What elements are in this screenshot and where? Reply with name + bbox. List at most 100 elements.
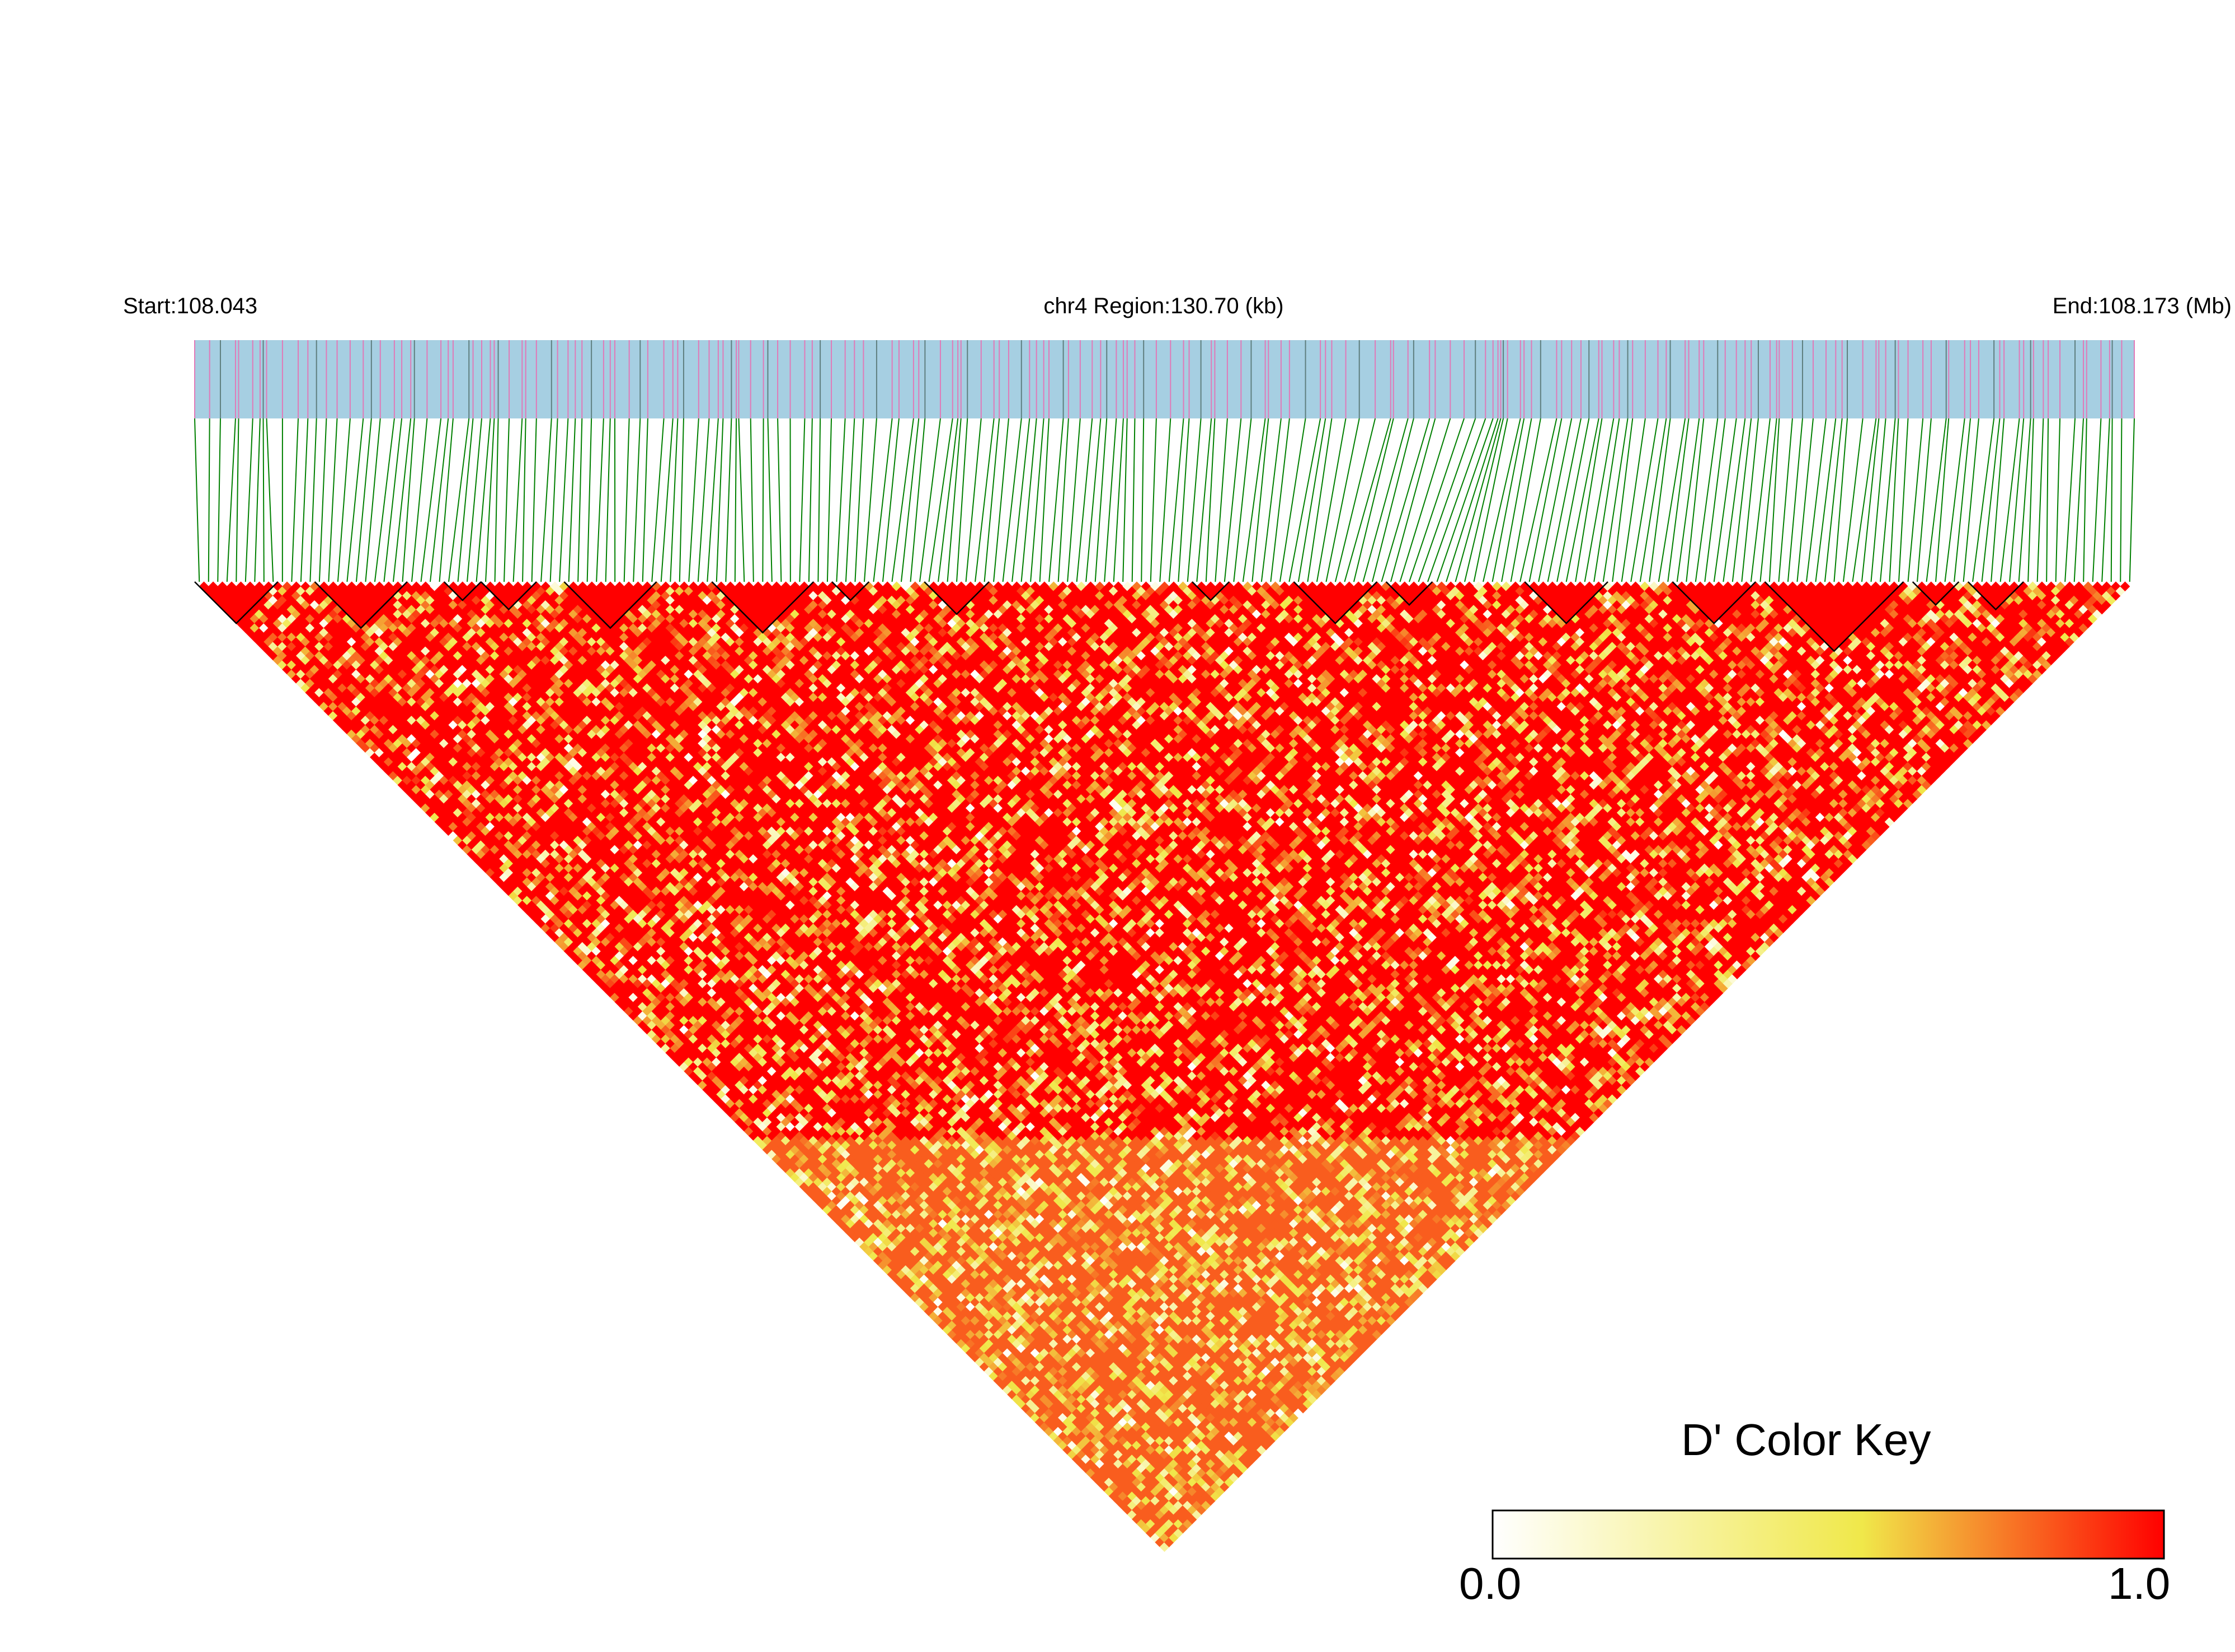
snp-connector-line — [402, 418, 415, 582]
ld-cell — [467, 840, 477, 850]
ld-cell — [277, 614, 288, 624]
snp-connector-line — [1122, 418, 1128, 582]
snp-connector-line — [1427, 418, 1486, 582]
snp-connector-line — [1039, 418, 1050, 582]
ld-cell — [933, 1297, 943, 1307]
ld-cell — [485, 840, 496, 850]
ld-cell — [836, 1218, 846, 1229]
ld-cell — [490, 863, 500, 873]
ld-cell — [536, 872, 546, 883]
snp-connector-line — [1409, 418, 1465, 582]
ld-cell — [850, 1204, 860, 1215]
ld-cell — [499, 844, 509, 855]
ld-cell — [286, 660, 297, 670]
ld-cell — [467, 831, 477, 841]
ld-cell — [942, 1315, 953, 1326]
snp-connector-line — [1178, 418, 1190, 582]
ld-cell — [1039, 1385, 1050, 1395]
ld-cell — [808, 1145, 818, 1155]
ld-cell — [1058, 1440, 1068, 1451]
ld-cell — [272, 618, 283, 629]
ld-cell — [822, 1204, 832, 1215]
ld-cell — [942, 1278, 953, 1289]
snp-connector-line — [1242, 418, 1266, 582]
snp-connector-line — [1944, 418, 1965, 582]
ld-cell — [1053, 1408, 1064, 1418]
ld-cell — [979, 1315, 990, 1326]
ld-cell — [550, 895, 560, 906]
ld-cell — [245, 590, 255, 601]
snp-connector-line — [1575, 418, 1603, 582]
snp-connector-line — [1371, 418, 1414, 582]
ld-cell — [1002, 1366, 1013, 1377]
ld-cell — [517, 863, 528, 873]
snp-connector-line — [1288, 418, 1321, 582]
ld-cell — [471, 826, 482, 836]
snp-connector-line — [1602, 418, 1629, 582]
ld-cell — [457, 812, 468, 822]
ld-cell — [993, 1329, 1004, 1340]
ld-cell — [804, 1168, 814, 1178]
snp-connector-line — [984, 418, 1000, 582]
snp-connector-line — [1649, 418, 1671, 582]
ld-cell — [970, 1352, 980, 1363]
ld-cell — [827, 1200, 837, 1211]
ld-cell — [545, 900, 556, 910]
ld-cell — [467, 821, 477, 832]
ld-cell — [841, 1186, 851, 1197]
snp-connector-line — [1390, 418, 1436, 582]
ld-cell — [540, 895, 551, 906]
ld-cell — [526, 891, 537, 901]
snp-connector-line — [1778, 418, 1793, 582]
ld-cell — [831, 1168, 842, 1178]
ld-cell — [286, 632, 297, 642]
snp-connector-line — [1464, 418, 1504, 582]
snp-connector-line — [2064, 418, 2076, 582]
ld-cell — [1053, 1389, 1064, 1400]
ld-cell — [882, 1218, 893, 1229]
ld-cell — [938, 1311, 948, 1321]
ld-cell — [891, 1274, 902, 1284]
snp-connector-line — [2073, 418, 2085, 582]
ld-cell — [989, 1334, 999, 1344]
snp-connector-line — [1483, 418, 1521, 582]
ld-cell — [250, 595, 260, 605]
ld-cell — [550, 914, 560, 924]
ld-cell — [915, 1297, 925, 1307]
ld-cell — [859, 1223, 869, 1234]
ld-cell — [952, 1315, 962, 1326]
snp-connector-line — [1907, 418, 1924, 582]
ld-cell — [296, 641, 306, 652]
ld-cell — [873, 1218, 883, 1229]
ld-cell — [910, 1292, 920, 1303]
ld-cell — [476, 840, 486, 850]
snp-connector-line — [900, 418, 920, 582]
snp-connector-line — [1251, 418, 1269, 582]
ld-cell — [1048, 1385, 1059, 1395]
ld-cell — [272, 655, 283, 666]
ld-cell — [1030, 1385, 1041, 1395]
ld-cell — [965, 1329, 976, 1340]
snp-connector-line — [919, 418, 941, 582]
ld-cell — [822, 1168, 832, 1178]
ld-cell — [504, 849, 514, 859]
snp-connector-line — [1501, 418, 1532, 582]
ld-cell — [504, 858, 514, 869]
ld-cell — [979, 1334, 990, 1344]
ld-cell — [928, 1292, 939, 1303]
ld-cell — [453, 807, 463, 818]
snp-connector-line — [236, 418, 239, 582]
snp-connector-line — [1759, 418, 1777, 582]
ld-cell — [453, 789, 463, 799]
snp-connector-line — [1205, 418, 1216, 582]
ld-cell — [517, 900, 528, 910]
snp-connector-line — [2018, 418, 2031, 582]
snp-connector-line — [910, 418, 926, 582]
ld-cell — [984, 1366, 994, 1377]
ld-cell — [309, 655, 320, 666]
ld-cell — [924, 1260, 934, 1270]
snp-connector-line — [217, 418, 221, 582]
ld-cell — [965, 1311, 976, 1321]
ld-cell — [887, 1241, 897, 1252]
ld-cell — [979, 1352, 990, 1363]
